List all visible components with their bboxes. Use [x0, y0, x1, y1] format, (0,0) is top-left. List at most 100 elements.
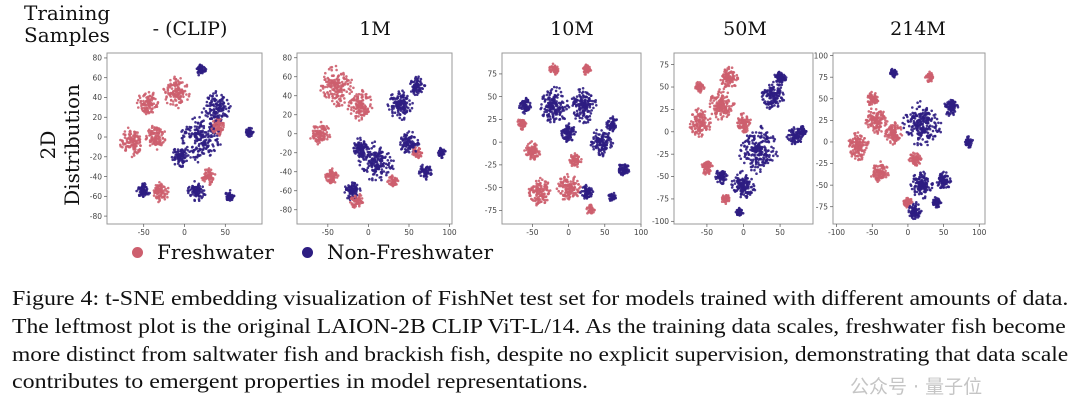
point-non-freshwater — [381, 156, 384, 159]
point-non-freshwater — [548, 98, 551, 102]
point-non-freshwater — [355, 143, 359, 146]
point-non-freshwater — [607, 119, 610, 123]
point-non-freshwater — [585, 189, 588, 192]
point-freshwater — [551, 68, 555, 72]
point-non-freshwater — [204, 131, 207, 134]
y-tick-label: 60 — [282, 72, 292, 81]
point-freshwater — [165, 101, 169, 105]
point-freshwater — [155, 105, 159, 108]
x-tick-label: 0 — [182, 228, 187, 237]
point-non-freshwater — [368, 177, 371, 181]
point-non-freshwater — [403, 106, 407, 110]
point-non-freshwater — [173, 162, 177, 166]
point-non-freshwater — [385, 166, 388, 170]
point-non-freshwater — [213, 113, 217, 116]
point-non-freshwater — [406, 137, 409, 141]
point-freshwater — [361, 95, 364, 99]
point-non-freshwater — [554, 89, 558, 93]
point-non-freshwater — [224, 107, 228, 111]
y-tick-label: -75 — [485, 206, 497, 215]
point-non-freshwater — [378, 150, 381, 153]
point-freshwater — [157, 187, 160, 191]
point-non-freshwater — [198, 187, 202, 191]
point-freshwater — [543, 192, 546, 196]
point-freshwater — [560, 177, 563, 181]
point-freshwater — [217, 128, 220, 131]
point-non-freshwater — [526, 105, 529, 109]
point-non-freshwater — [408, 99, 411, 102]
point-non-freshwater — [429, 169, 433, 172]
point-non-freshwater — [579, 191, 582, 194]
point-freshwater — [354, 203, 357, 207]
y-tick-label: -80 — [280, 205, 292, 214]
point-freshwater — [321, 130, 325, 134]
point-freshwater — [138, 94, 141, 98]
point-non-freshwater — [589, 112, 593, 115]
point-freshwater — [543, 201, 547, 204]
point-freshwater — [152, 189, 156, 192]
point-freshwater — [185, 83, 189, 87]
point-freshwater — [388, 176, 391, 179]
y-tick-label: 75 — [487, 70, 497, 79]
point-freshwater — [137, 106, 140, 109]
point-non-freshwater — [391, 93, 394, 96]
point-non-freshwater — [583, 185, 586, 188]
point-non-freshwater — [540, 106, 543, 110]
point-non-freshwater — [549, 89, 553, 92]
plot-title-10m: 10M — [550, 18, 594, 40]
point-non-freshwater — [580, 91, 584, 95]
point-non-freshwater — [354, 186, 358, 189]
point-freshwater — [335, 90, 338, 93]
point-freshwater — [119, 143, 122, 147]
point-non-freshwater — [411, 130, 414, 134]
point-freshwater — [540, 187, 543, 190]
point-non-freshwater — [586, 109, 590, 113]
point-freshwater — [124, 149, 127, 152]
point-freshwater — [545, 185, 549, 189]
point-non-freshwater — [193, 189, 196, 192]
point-freshwater — [129, 141, 133, 144]
point-non-freshwater — [570, 138, 574, 142]
point-non-freshwater — [198, 115, 201, 119]
point-non-freshwater — [228, 192, 231, 196]
y-tick-label: 80 — [92, 54, 102, 63]
point-non-freshwater — [564, 136, 568, 140]
point-freshwater — [155, 126, 159, 130]
point-freshwater — [164, 91, 167, 95]
point-freshwater — [179, 90, 182, 93]
point-non-freshwater — [415, 88, 418, 91]
point-non-freshwater — [200, 151, 204, 154]
point-non-freshwater — [601, 145, 604, 149]
point-freshwater — [584, 73, 587, 76]
point-non-freshwater — [415, 81, 419, 84]
point-non-freshwater — [214, 119, 218, 122]
point-freshwater — [314, 130, 318, 133]
point-non-freshwater — [197, 182, 201, 186]
point-non-freshwater — [232, 194, 236, 198]
point-non-freshwater — [206, 112, 210, 115]
point-freshwater — [323, 137, 326, 140]
point-non-freshwater — [181, 165, 184, 168]
point-non-freshwater — [560, 132, 563, 135]
point-non-freshwater — [578, 90, 581, 94]
point-freshwater — [531, 198, 534, 201]
plot-title-214m: 214M — [890, 18, 946, 40]
point-non-freshwater — [362, 146, 366, 149]
point-non-freshwater — [548, 109, 552, 112]
point-non-freshwater — [230, 193, 234, 197]
point-freshwater — [155, 128, 158, 132]
point-freshwater — [134, 150, 137, 153]
point-non-freshwater — [551, 101, 555, 105]
point-non-freshwater — [190, 187, 193, 191]
point-non-freshwater — [739, 149, 743, 153]
point-freshwater — [172, 100, 175, 103]
y-tick-label: 20 — [92, 113, 102, 122]
point-freshwater — [566, 172, 569, 176]
point-non-freshwater — [582, 121, 585, 125]
point-non-freshwater — [195, 146, 198, 149]
point-non-freshwater — [387, 104, 390, 108]
point-non-freshwater — [181, 161, 185, 164]
point-freshwater — [365, 112, 369, 115]
point-non-freshwater — [343, 191, 347, 194]
point-non-freshwater — [526, 99, 529, 102]
